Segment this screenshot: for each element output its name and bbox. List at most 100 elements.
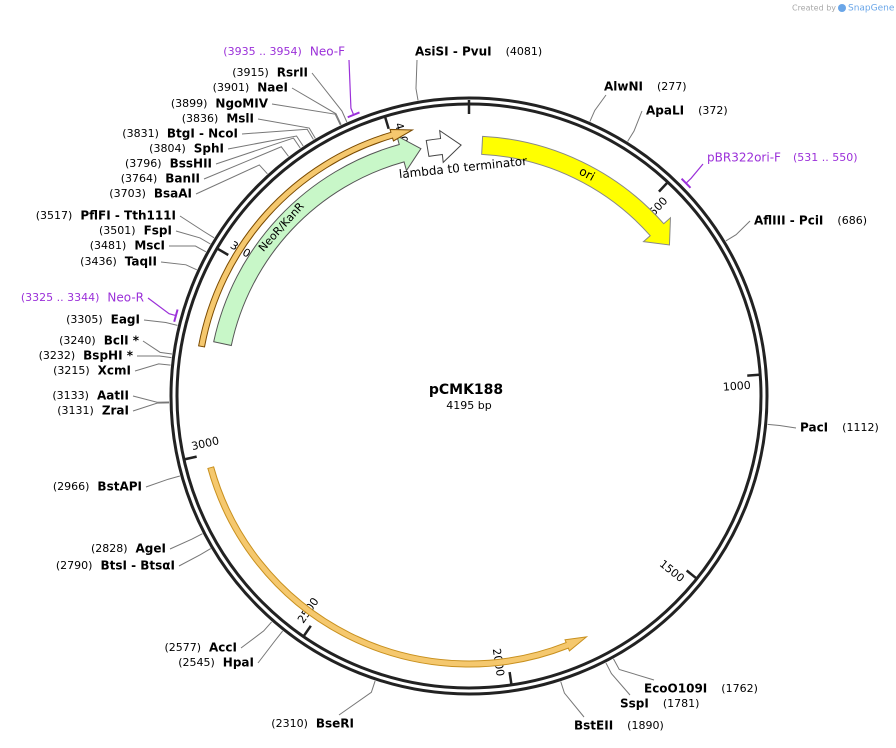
feature-terminator — [425, 129, 462, 164]
primer-marker — [680, 177, 692, 189]
site-position: (277) — [657, 80, 687, 93]
ring-tick — [184, 455, 197, 461]
ring-tick-label: 3000 — [190, 434, 220, 453]
site-leader — [257, 118, 316, 139]
site-leader — [240, 621, 272, 649]
site-position: (2790) — [56, 559, 93, 572]
site-position: (1112) — [842, 421, 879, 434]
site-name: NaeI — [257, 81, 288, 95]
site-leader — [132, 395, 170, 403]
site-position: (2577) — [164, 641, 201, 654]
ring-tick — [747, 373, 760, 377]
ring-tick — [508, 671, 513, 685]
site-leader — [227, 135, 304, 150]
site-leader — [627, 110, 643, 142]
site-name: BtgI - NcoI — [167, 127, 238, 141]
site-name: BstAPI — [97, 480, 142, 494]
primer-name: Neo-F — [310, 45, 345, 59]
ring-tick-label: 1000 — [722, 379, 751, 394]
orf-arc — [207, 466, 589, 668]
ring-tick-label: 1500 — [657, 557, 687, 585]
site-leader — [338, 680, 376, 716]
primer-leader — [348, 59, 355, 115]
site-name: AlwNI — [604, 80, 643, 94]
ring-tick — [302, 625, 312, 637]
feature-neor — [213, 134, 422, 347]
site-name: BanII — [165, 172, 200, 186]
site-position: (3305) — [66, 313, 103, 326]
ring-tick — [384, 116, 390, 130]
site-position: (3804) — [149, 142, 186, 155]
site-position: (3764) — [121, 172, 158, 185]
watermark-brand: SnapGene — [848, 4, 895, 14]
site-position: (372) — [698, 104, 728, 117]
primer-marker — [347, 111, 360, 119]
site-name: NgoMIV — [215, 97, 268, 111]
site-leader — [241, 128, 314, 140]
ring-tick — [685, 569, 697, 580]
site-position: (3133) — [52, 389, 89, 402]
site-leader — [271, 103, 341, 126]
site-position: (2828) — [91, 542, 128, 555]
site-position: (3131) — [57, 404, 94, 417]
site-leader — [589, 94, 607, 122]
primer-leader — [685, 163, 704, 184]
watermark-logo — [838, 4, 846, 12]
site-leader — [767, 423, 797, 429]
site-position: (3436) — [80, 255, 117, 268]
site-position: (3899) — [171, 97, 208, 110]
site-position: (4081) — [506, 45, 543, 58]
primer-range: (3325 .. 3344) — [21, 291, 100, 304]
site-position: (1781) — [663, 697, 700, 710]
site-name: PacI — [800, 421, 828, 435]
site-leader — [613, 658, 655, 681]
primer-leader — [147, 297, 176, 317]
site-position: (3232) — [39, 349, 76, 362]
plasmid-length: 4195 bp — [446, 399, 491, 412]
primer-name: Neo-R — [107, 291, 144, 305]
site-name: XcmI — [98, 364, 131, 378]
site-name: SspI — [620, 697, 649, 711]
site-leader — [215, 137, 301, 165]
site-name: AccI — [209, 641, 237, 655]
site-name: RsrII — [277, 66, 308, 80]
plasmid-name: pCMK188 — [429, 382, 503, 398]
site-position: (3796) — [125, 157, 162, 170]
site-position: (3481) — [90, 239, 127, 252]
watermark-created: Created by — [792, 4, 836, 13]
site-position: (3501) — [99, 224, 136, 237]
site-name: MscI — [134, 239, 165, 253]
feature-label: lambda t0 terminator — [398, 154, 528, 181]
site-name: ApaLI — [646, 104, 684, 118]
site-name: BtsI - BtsαI — [100, 559, 175, 573]
site-position: (3836) — [182, 112, 219, 125]
site-name: MslI — [226, 112, 254, 126]
site-name: PflFI - Tth111I — [80, 209, 176, 223]
site-position: (2966) — [53, 480, 90, 493]
site-leader — [134, 363, 171, 372]
site-name: FspI — [144, 224, 172, 238]
site-position: (3915) — [232, 66, 269, 79]
site-leader — [291, 87, 342, 125]
site-position: (2545) — [178, 656, 215, 669]
site-leader — [143, 319, 178, 326]
site-position: (3240) — [59, 334, 96, 347]
site-name: ZraI — [102, 404, 129, 418]
site-name: BseRI — [316, 717, 354, 731]
site-leader — [175, 230, 211, 245]
site-position: (3517) — [36, 209, 73, 222]
site-name: AatII — [97, 389, 129, 403]
site-position: (2310) — [271, 717, 308, 730]
site-name: AflIII - PciI — [754, 214, 823, 228]
site-name: BsaAI — [154, 187, 192, 201]
site-leader — [605, 662, 631, 696]
primer-range: (531 .. 550) — [793, 151, 858, 164]
primer-marker — [173, 309, 179, 323]
site-leader — [415, 59, 419, 101]
site-leader — [145, 475, 181, 488]
site-position: (1890) — [627, 719, 664, 732]
site-leader — [132, 402, 170, 412]
feature-label: ori — [577, 164, 597, 184]
site-leader — [257, 630, 284, 664]
feature-label: NeoR/KanR — [256, 200, 307, 255]
